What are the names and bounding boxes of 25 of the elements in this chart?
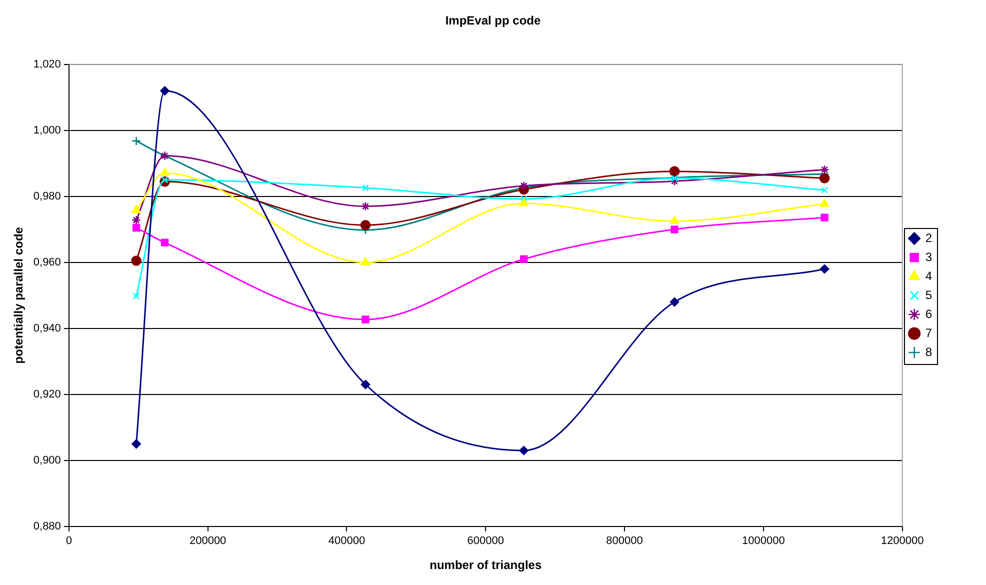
x-tick-label: 1200000 xyxy=(880,535,924,548)
legend-label: 3 xyxy=(925,250,932,264)
x-tick-label: 200000 xyxy=(189,535,226,548)
y-axis-title: potentially parallel code xyxy=(12,226,26,364)
y-tick-label: 0,900 xyxy=(33,454,61,466)
x-tick-label: 800000 xyxy=(606,535,643,548)
y-tick-label: 1,000 xyxy=(33,124,61,136)
x-tick-label: 600000 xyxy=(467,535,504,548)
legend-label: 8 xyxy=(925,344,932,359)
legend-label: 5 xyxy=(925,288,932,302)
chart-title: ImpEval pp code xyxy=(445,14,541,28)
legend-label: 7 xyxy=(925,326,932,340)
x-tick-label: 400000 xyxy=(328,535,366,548)
x-tick-label: 1000000 xyxy=(742,535,785,548)
x-tick-label: 0 xyxy=(66,535,72,548)
y-tick-label: 1,020 xyxy=(33,58,61,70)
y-tick-label: 0,980 xyxy=(33,190,61,202)
y-tick-label: 0,880 xyxy=(33,520,61,532)
legend-label: 4 xyxy=(925,268,932,283)
y-tick-label: 0,940 xyxy=(33,322,61,334)
legend-label: 6 xyxy=(925,306,932,321)
x-axis-title: number of triangles xyxy=(430,558,542,572)
legend-label: 2 xyxy=(925,230,932,245)
y-tick-label: 0,960 xyxy=(33,256,61,268)
y-tick-label: 0,920 xyxy=(33,388,61,400)
